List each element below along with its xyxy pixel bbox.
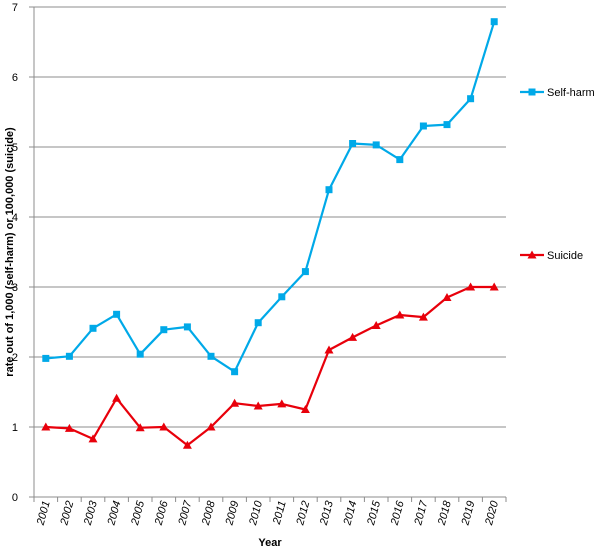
x-tick-label: 2016 — [389, 499, 407, 528]
y-tick-label: 5 — [12, 142, 18, 154]
series-line-suicide — [45, 285, 495, 447]
x-tick-label: 2010 — [247, 499, 265, 528]
x-tick-label: 2006 — [153, 499, 171, 528]
x-tick-label: 2004 — [105, 500, 123, 528]
x-tick-label: 2011 — [271, 500, 289, 527]
y-tick-label: 1 — [12, 422, 18, 434]
data-point-self-harm — [65, 352, 73, 360]
legend-label: Self-harm — [547, 87, 595, 99]
x-tick-label: 2005 — [129, 499, 147, 528]
data-point-self-harm — [372, 141, 380, 149]
x-tick-label: 2012 — [294, 500, 312, 528]
x-tick-label: 2019 — [459, 500, 477, 528]
data-point-suicide — [135, 423, 145, 432]
legend-label: Suicide — [547, 250, 583, 262]
legend-marker — [527, 250, 537, 259]
legend: Self-harm Suicide — [520, 87, 595, 262]
y-tick-label: 7 — [12, 2, 18, 14]
y-tick-label: 0 — [12, 492, 18, 504]
data-point-self-harm — [349, 140, 357, 147]
data-point-suicide — [324, 345, 334, 354]
data-point-self-harm — [160, 326, 168, 334]
data-point-suicide — [182, 440, 192, 449]
data-point-suicide — [371, 321, 381, 329]
data-point-suicide — [418, 312, 428, 321]
data-point-suicide — [88, 434, 98, 443]
data-point-suicide — [395, 310, 405, 319]
data-point-self-harm — [419, 122, 427, 130]
series-suicide — [41, 282, 499, 449]
data-point-suicide — [41, 422, 51, 431]
x-tick-label: 2014 — [341, 500, 359, 528]
data-point-suicide — [230, 398, 240, 407]
data-point-self-harm — [42, 354, 50, 362]
data-point-suicide — [64, 423, 74, 432]
data-point-suicide — [277, 399, 287, 408]
data-point-suicide — [489, 282, 499, 291]
y-tick-label: 2 — [12, 352, 18, 364]
y-tick-label: 4 — [12, 212, 18, 224]
x-tick-label: 2017 — [412, 499, 430, 528]
data-point-self-harm — [301, 268, 309, 276]
x-tick-label: 2007 — [176, 499, 194, 528]
legend-marker — [528, 88, 536, 96]
data-point-self-harm — [89, 324, 97, 332]
x-tick-label: 2015 — [365, 499, 383, 528]
y-axis-title: rate out of 1,000 (self-harm) or 100,000… — [4, 127, 16, 377]
x-tick-label: 2018 — [436, 499, 454, 528]
x-tick-label: 2002 — [58, 500, 76, 528]
x-tick-label: 2008 — [200, 499, 218, 528]
data-point-suicide — [159, 422, 169, 431]
data-point-self-harm — [136, 350, 144, 358]
data-point-self-harm — [443, 121, 451, 129]
y-tick-label: 3 — [12, 282, 18, 294]
legend-entry-self-harm: Self-harm — [520, 87, 595, 99]
series-self-harm — [42, 18, 498, 376]
data-point-self-harm — [183, 323, 191, 331]
gridlines — [34, 6, 506, 428]
data-point-suicide — [466, 282, 476, 291]
x-tick-label: 2003 — [82, 499, 100, 528]
y-tick-label: 6 — [12, 72, 18, 84]
data-point-self-harm — [231, 368, 239, 376]
series-line-self-harm — [45, 21, 496, 373]
data-point-self-harm — [207, 352, 215, 360]
data-point-suicide — [300, 405, 310, 413]
data-point-self-harm — [278, 293, 286, 301]
series-lines — [41, 18, 499, 449]
data-point-self-harm — [113, 310, 121, 318]
data-point-self-harm — [396, 156, 404, 164]
x-tick-label: 2013 — [318, 499, 336, 528]
data-point-self-harm — [325, 186, 333, 194]
axes: 0 1 2 3 4 5 6 7 2001 2002 2003 2004 2005 2006 2007 2008… — [12, 2, 507, 528]
data-point-self-harm — [467, 95, 475, 103]
data-point-self-harm — [490, 18, 498, 26]
data-point-suicide — [253, 401, 263, 410]
data-point-suicide — [112, 393, 122, 402]
data-point-suicide — [348, 332, 358, 341]
data-point-self-harm — [254, 319, 262, 327]
x-tick-label: 2001 — [35, 500, 53, 528]
data-point-suicide — [442, 293, 452, 301]
data-point-suicide — [206, 422, 216, 431]
legend-entry-suicide: Suicide — [520, 250, 583, 262]
x-tick-label: 2009 — [223, 500, 241, 528]
x-axis-title: Year — [258, 537, 282, 549]
x-tick-label: 2020 — [483, 499, 501, 528]
